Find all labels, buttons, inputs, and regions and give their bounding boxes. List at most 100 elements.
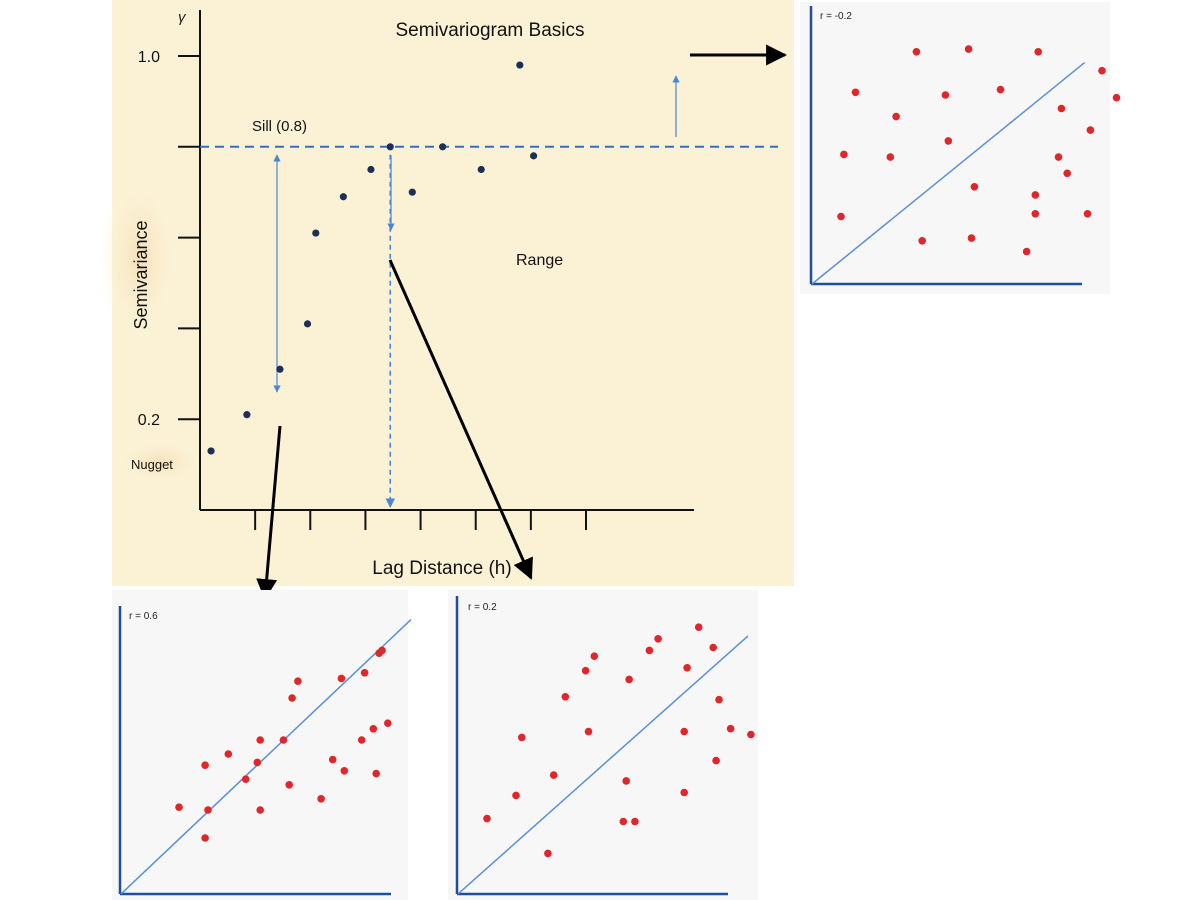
scatter-point xyxy=(372,769,381,778)
ylabel-glow xyxy=(98,168,182,348)
scatter-point xyxy=(1063,169,1071,178)
scatter-background xyxy=(112,590,408,900)
scatter-point xyxy=(378,646,386,655)
scatter-point xyxy=(369,725,378,733)
scatter-point xyxy=(1054,153,1063,161)
scatter-point xyxy=(1083,210,1092,218)
scatter-point xyxy=(581,666,590,675)
y-tick-label: 0.2 xyxy=(138,412,160,429)
scatter-point xyxy=(631,817,639,826)
connector-arrow-r06 xyxy=(256,425,282,601)
scatter-panel-r02: r = 0.2 xyxy=(448,590,758,900)
scatter-point xyxy=(256,736,265,744)
scatter-point xyxy=(964,45,973,53)
scatter-point xyxy=(726,724,735,733)
scatter-point xyxy=(360,669,369,677)
semivariance-point xyxy=(367,165,375,174)
y-axis-label: Semivariance xyxy=(131,220,151,329)
scatter-point xyxy=(747,730,755,739)
scatter-point xyxy=(384,719,392,727)
scatter-point xyxy=(1031,191,1040,199)
scatter-point xyxy=(340,767,349,775)
scatter-point xyxy=(967,234,976,242)
correlation-label: r = 0.6 xyxy=(129,611,158,622)
scatter-point xyxy=(483,814,491,823)
scatter-point xyxy=(512,791,520,800)
correlation-label: r = 0.2 xyxy=(468,602,497,613)
fit-line xyxy=(120,619,412,895)
semivariogram-chart: Semivariogram Basics γ Semivariance Lag … xyxy=(98,0,794,586)
scatter-point xyxy=(1112,93,1121,102)
scatter-point xyxy=(996,85,1005,94)
scatter-point xyxy=(683,664,691,672)
x-axis-label: Lag Distance (h) xyxy=(372,558,511,579)
scatter-point xyxy=(328,755,337,764)
semivariance-point xyxy=(477,165,485,174)
semivariance-point xyxy=(243,411,251,419)
scatter-point xyxy=(837,212,845,221)
scatter-point xyxy=(294,677,302,685)
chart-title: Semivariogram Basics xyxy=(396,20,585,41)
scatter-background xyxy=(800,2,1110,294)
scatter-point xyxy=(241,775,250,783)
scatter-point xyxy=(175,803,183,811)
nugget-glow xyxy=(112,436,208,488)
fit-line xyxy=(811,62,1086,285)
y-tick-label: 1.0 xyxy=(138,49,160,66)
scatter-point xyxy=(288,694,296,702)
scatter-point xyxy=(892,112,900,121)
semivariance-point xyxy=(516,61,524,69)
scatter-point xyxy=(279,736,288,744)
semivariance-point xyxy=(439,143,447,151)
semivariance-points xyxy=(207,61,538,455)
scatter-panel-rneg02: r = -0.2 xyxy=(800,2,1121,294)
scatter-point xyxy=(1057,104,1066,113)
scatter-point xyxy=(970,183,979,191)
range-label: Range xyxy=(516,252,563,269)
scatter-point xyxy=(285,781,294,789)
semivariance-point xyxy=(303,320,312,328)
scatter-point xyxy=(1098,66,1106,75)
semivariance-point xyxy=(386,143,394,151)
scatter-point xyxy=(224,750,233,758)
scatter-point xyxy=(561,693,570,701)
semivariance-point xyxy=(530,152,538,160)
scatter-panel-r06: r = 0.6 xyxy=(112,590,412,900)
scatter-point xyxy=(544,849,552,858)
scatter-point xyxy=(941,91,950,99)
scatter-point xyxy=(549,771,558,779)
scatter-point xyxy=(253,758,262,767)
scatter-point xyxy=(204,806,212,814)
scatter-point xyxy=(654,635,662,643)
semivariance-point xyxy=(207,447,215,455)
scatter-point xyxy=(712,756,720,765)
scatter-point xyxy=(918,237,926,245)
scatter-point xyxy=(619,817,628,826)
fit-line xyxy=(457,635,749,895)
correlation-label: r = -0.2 xyxy=(820,11,852,22)
scatter-point xyxy=(680,788,688,797)
scatter-point xyxy=(886,153,895,161)
semivariance-point xyxy=(312,229,320,237)
scatter-point xyxy=(256,806,265,814)
scatter-point xyxy=(912,48,921,56)
scatter-point xyxy=(715,695,723,704)
scatter-point xyxy=(694,623,703,631)
scatter-background xyxy=(448,590,758,900)
scatter-point xyxy=(840,150,848,159)
scatter-point xyxy=(317,795,325,803)
chart-background xyxy=(112,0,794,586)
x-ticks xyxy=(254,510,587,530)
y-axis-symbol: γ xyxy=(178,9,187,26)
scatter-point xyxy=(625,675,633,684)
scatter-point xyxy=(851,88,860,97)
scatter-point xyxy=(622,777,630,785)
nugget-label: Nugget xyxy=(131,457,173,472)
scatter-point xyxy=(1086,126,1095,134)
scatter-point xyxy=(357,736,366,744)
scatter-point xyxy=(201,834,209,842)
scatter-point xyxy=(645,646,654,655)
scatter-point xyxy=(1034,48,1042,56)
scatter-point xyxy=(709,643,717,652)
